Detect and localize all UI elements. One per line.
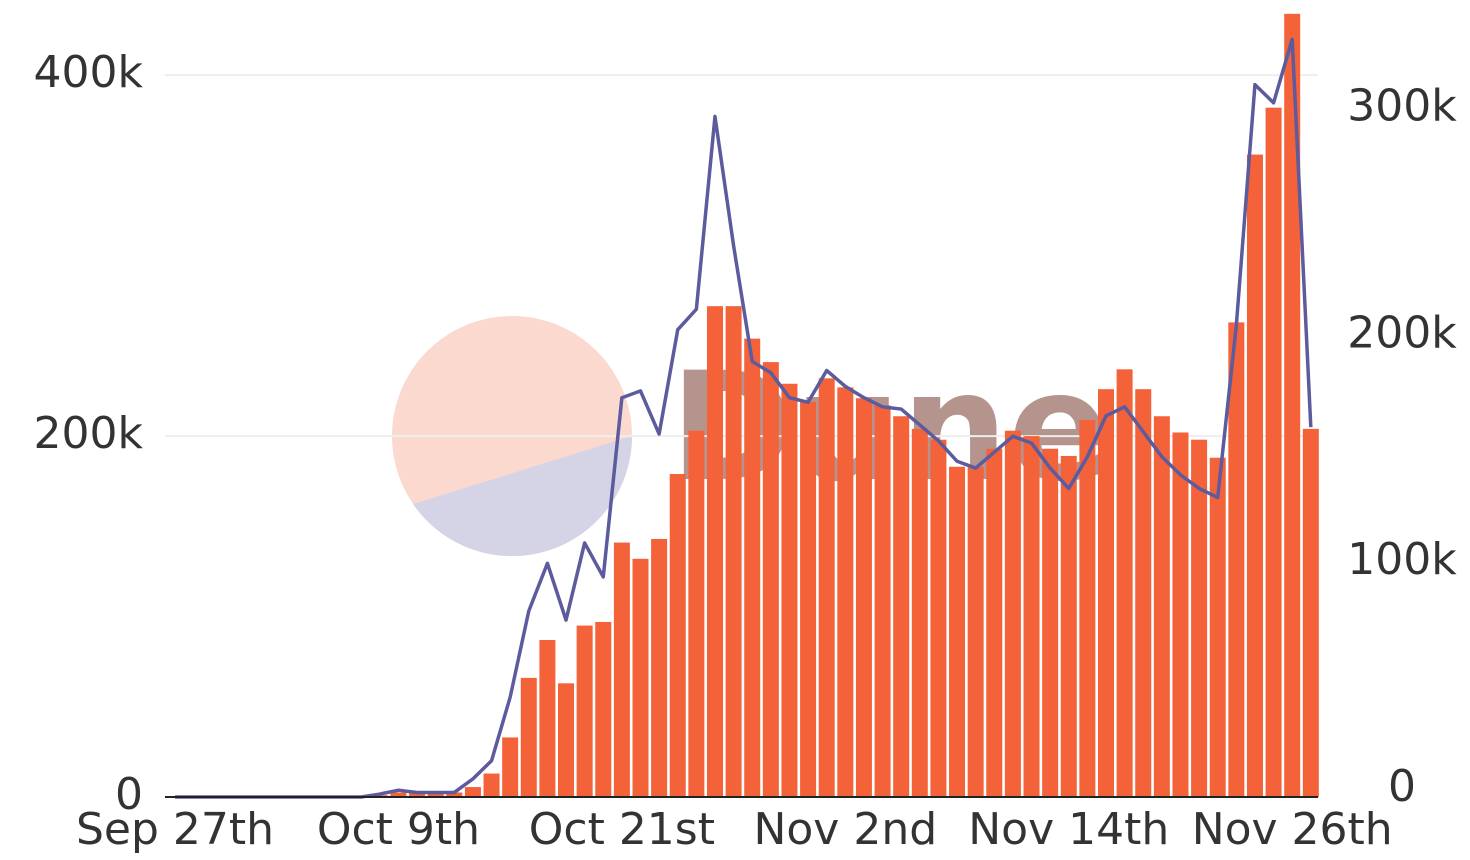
bar [1302, 428, 1319, 797]
y-tick-label: 0 [115, 769, 143, 820]
bar [1228, 322, 1245, 797]
bar [1284, 13, 1301, 798]
bar [911, 428, 928, 797]
x-tick-label: Sep 27th [76, 804, 274, 855]
y-tick-label: 400k [34, 47, 144, 98]
bar [1023, 436, 1040, 797]
x-tick-label: Oct 9th [317, 804, 480, 855]
bar [762, 362, 779, 797]
bar [1265, 107, 1282, 797]
x-tick-label: Nov 2nd [753, 804, 937, 855]
bar [669, 473, 686, 797]
bar [725, 306, 742, 797]
bar [1116, 369, 1133, 797]
y2-tick-label: 300k [1347, 80, 1457, 131]
bar [390, 792, 407, 797]
y2-tick-label: 100k [1347, 534, 1457, 585]
x-tick-label: Nov 14th [968, 804, 1169, 855]
bar [427, 792, 444, 797]
bar [986, 448, 1003, 797]
bar [893, 416, 910, 797]
bar [874, 405, 891, 797]
bar [595, 621, 612, 797]
y2-tick-label: 0 [1388, 761, 1416, 812]
bar [651, 538, 668, 797]
bar [1060, 455, 1077, 797]
bar [837, 387, 854, 797]
bar [632, 558, 649, 797]
bar [1209, 457, 1226, 797]
bar [800, 401, 817, 797]
bar [1079, 419, 1096, 797]
y-tick-label: 200k [34, 408, 144, 459]
bar [1153, 416, 1170, 797]
bar [520, 677, 537, 797]
bar [502, 737, 519, 797]
bar [967, 466, 984, 797]
bar [688, 430, 705, 797]
bar [706, 306, 723, 797]
bar [483, 773, 500, 797]
bar [1191, 439, 1208, 797]
bar [1004, 430, 1021, 797]
bar [930, 439, 947, 797]
bar [539, 640, 556, 797]
bar [1246, 154, 1263, 798]
bar [558, 683, 575, 797]
bar [446, 792, 463, 797]
bar [1135, 389, 1152, 797]
bar [464, 787, 481, 797]
bar [781, 383, 798, 797]
bar [1098, 389, 1114, 797]
bar [744, 338, 761, 797]
bar [409, 792, 426, 797]
x-tick-label: Oct 21st [529, 804, 715, 855]
bar [613, 542, 630, 797]
bar [818, 378, 835, 797]
bar [1172, 432, 1189, 797]
x-tick-label: Nov 26th [1192, 804, 1393, 855]
bar [949, 466, 966, 797]
bar [855, 398, 872, 797]
y2-tick-label: 200k [1347, 307, 1457, 358]
bar [1042, 448, 1059, 797]
bar [576, 625, 593, 797]
